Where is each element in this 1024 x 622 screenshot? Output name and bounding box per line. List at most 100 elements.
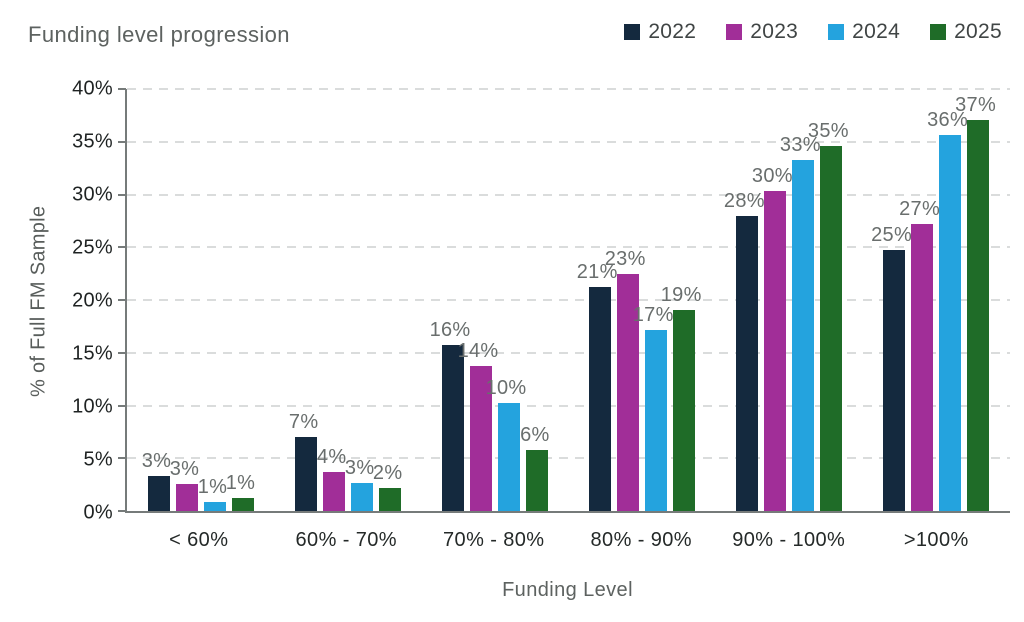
x-tick-label: < 60%	[169, 529, 229, 551]
gridline	[127, 404, 1010, 407]
bar-2025: 1%	[226, 472, 255, 511]
legend-item-2023: 2023	[726, 20, 798, 44]
bar-value-label: 37%	[955, 93, 997, 116]
y-tick-label: 35%	[72, 130, 113, 153]
bar-group-6: 25% 27% 36% 37%	[863, 89, 1010, 511]
bar-value-label: 25%	[871, 224, 913, 247]
bar-value-label: 19%	[660, 283, 702, 306]
bar-2024: 10%	[486, 377, 526, 511]
x-tick-label: >100%	[903, 529, 969, 551]
x-axis-labels: < 60% 60% - 70% 70% - 80% 80% - 90% 90% - 10…	[125, 529, 1010, 552]
bar-group-3: 16% 14% 10% 6%	[421, 89, 568, 511]
bar-value-label: 6%	[520, 423, 550, 446]
x-axis-title: Funding Level	[502, 579, 633, 601]
y-tick-label: 25%	[72, 236, 113, 259]
legend-label-2023: 2023	[750, 20, 799, 43]
gridline	[127, 457, 1010, 460]
bar-groups: 3% 3% 1% 1% 7% 4% 3% 2% 16% 14% 10% 6% 21% 23% 17% 19% 2…	[127, 89, 1010, 511]
y-tick-mark	[118, 299, 126, 301]
y-tick-label: 30%	[72, 183, 113, 206]
bar-2024: 36%	[927, 109, 968, 511]
y-axis-ticks: 0% 5% 10% 15% 20% 25% 30% 35% 40%	[0, 78, 113, 524]
y-tick-mark	[118, 510, 126, 512]
x-tick-label: 70% - 80%	[443, 529, 545, 551]
bar-2023: 27%	[899, 198, 940, 511]
bar-value-label: 30%	[751, 165, 793, 188]
bar-2025: 35%	[808, 120, 849, 511]
bar-2023: 3%	[170, 458, 199, 511]
bar-group-1: 3% 3% 1% 1%	[127, 89, 274, 511]
gridline	[127, 88, 1010, 90]
bar-value-label: 28%	[723, 189, 765, 212]
x-tick-label: 60% - 70%	[295, 529, 397, 551]
y-tick-mark	[118, 246, 126, 249]
x-tick-label: 90% - 100%	[732, 529, 846, 551]
bar-2024: 1%	[198, 476, 227, 511]
legend-label-2022: 2022	[648, 20, 697, 43]
bar-2022: 3%	[142, 450, 171, 511]
plot-area: 3% 3% 1% 1% 7% 4% 3% 2% 16% 14% 10% 6% 21% 23% 17% 19% 2…	[118, 88, 1010, 513]
y-tick-mark	[118, 457, 126, 460]
bar-value-label: 14%	[457, 340, 499, 363]
bar-2022: 7%	[289, 411, 318, 511]
bar-value-label: 3%	[169, 457, 200, 480]
y-tick-label: 10%	[72, 395, 113, 418]
bar-value-label: 36%	[927, 109, 969, 132]
gridline	[127, 351, 1010, 354]
legend-item-2025: 2025	[930, 20, 1002, 44]
bar-2024: 17%	[633, 304, 673, 511]
gridline	[127, 140, 1010, 143]
legend-swatch-2025	[930, 24, 947, 40]
legend-swatch-2023	[726, 24, 743, 40]
gridline	[127, 246, 1010, 249]
gridline	[127, 193, 1010, 196]
y-tick-mark	[118, 404, 126, 407]
y-tick-mark	[118, 88, 126, 90]
bar-2022: 21%	[577, 261, 617, 511]
legend-swatch-2024	[828, 24, 845, 40]
chart-title: Funding level progression	[28, 22, 290, 47]
bar-value-label: 23%	[604, 247, 646, 270]
gridline	[127, 299, 1010, 301]
bar-value-label: 1%	[197, 475, 228, 498]
bar-value-label: 16%	[429, 319, 471, 342]
bar-2025: 19%	[661, 284, 701, 511]
legend: 2022 2023 2024 2025	[624, 20, 1002, 44]
x-tick-label: 80% - 90%	[590, 529, 692, 551]
bar-value-label: 33%	[779, 133, 821, 156]
bar-value-label: 3%	[141, 450, 172, 473]
bar-value-label: 2%	[372, 461, 403, 484]
bar-value-label: 7%	[288, 411, 319, 434]
y-tick-label: 20%	[72, 289, 113, 312]
bar-group-2: 7% 4% 3% 2%	[274, 89, 421, 511]
bar-group-4: 21% 23% 17% 19%	[569, 89, 716, 511]
bar-2025: 37%	[955, 94, 996, 511]
bar-2022: 25%	[871, 224, 912, 511]
y-tick-mark	[118, 140, 126, 143]
bar-value-label: 3%	[344, 456, 375, 479]
bar-2024: 3%	[345, 457, 374, 511]
y-tick-label: 15%	[72, 342, 113, 365]
bar-2023: 30%	[752, 165, 793, 511]
bar-2023: 14%	[458, 340, 498, 511]
bar-2022: 28%	[724, 190, 765, 511]
bar-2025: 2%	[373, 462, 402, 511]
y-tick-mark	[118, 351, 126, 354]
bar-value-label: 17%	[632, 303, 674, 326]
bar-value-label: 1%	[225, 472, 256, 495]
legend-label-2024: 2024	[852, 20, 901, 43]
legend-item-2022: 2022	[624, 20, 696, 44]
legend-label-2025: 2025	[954, 20, 1002, 43]
bar-value-label: 27%	[899, 198, 941, 221]
bar-2022: 16%	[430, 319, 470, 511]
y-tick-label: 5%	[83, 448, 113, 471]
bar-group-5: 28% 30% 33% 35%	[716, 89, 863, 511]
bar-value-label: 35%	[807, 119, 849, 142]
y-tick-mark	[118, 193, 126, 196]
bar-2024: 33%	[780, 134, 821, 511]
bar-value-label: 21%	[576, 261, 618, 284]
legend-item-2024: 2024	[828, 20, 900, 44]
bar-2023: 23%	[605, 248, 645, 511]
y-tick-label: 0%	[83, 501, 113, 524]
